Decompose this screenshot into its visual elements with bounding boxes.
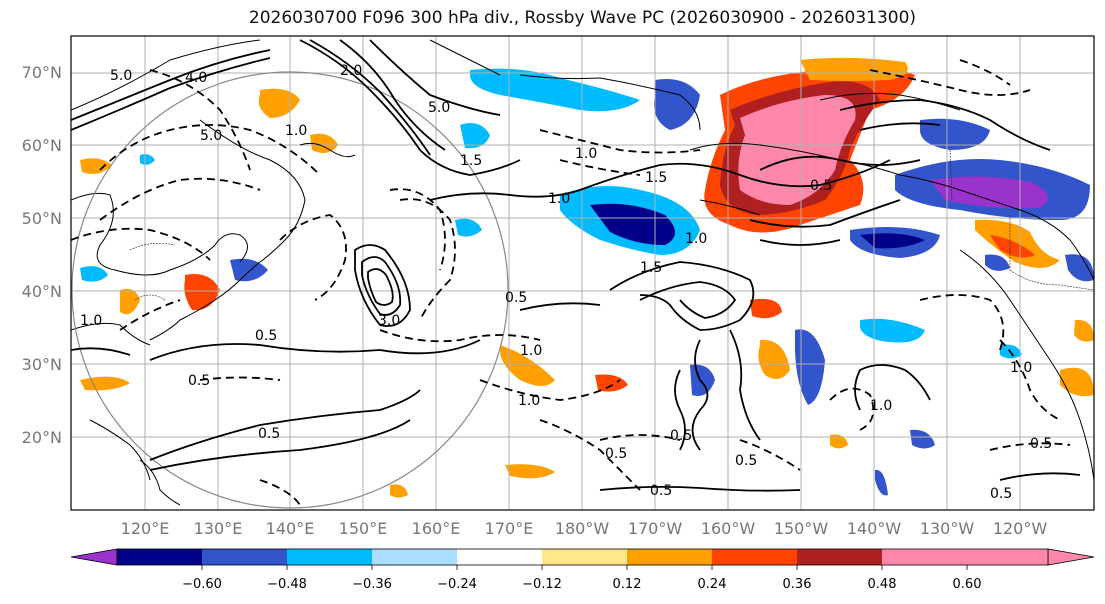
- contour-label: 0.5: [255, 328, 277, 344]
- colorbar-tick: −0.48: [267, 577, 307, 592]
- lon-label-170e: 170°E: [485, 519, 534, 538]
- plot-frame: [70, 35, 1095, 511]
- coastlines: [71, 39, 1094, 506]
- lat-label-40n: 40°N: [22, 282, 62, 301]
- colorbar: −0.60 −0.48 −0.36 −0.24 −0.12 0.12 0.24 …: [70, 548, 1095, 592]
- lon-label-170w: 170°W: [628, 519, 683, 538]
- lon-label-130e: 130°E: [194, 519, 243, 538]
- colorbar-frame: [116, 548, 1049, 566]
- lon-label-140w: 140°W: [847, 519, 902, 538]
- map-title: 2026030700 F096 300 hPa div., Rossby Wav…: [248, 8, 917, 28]
- colorbar-extend-high: [1047, 548, 1095, 566]
- contour-label: 0.5: [605, 446, 627, 462]
- colorbar-tick: 0.36: [783, 577, 812, 592]
- contour-label: 0.5: [1030, 436, 1052, 452]
- colorbar-swatch: [287, 549, 372, 565]
- contour-label: 1.0: [285, 123, 307, 139]
- borders: [129, 149, 1094, 301]
- colorbar-swatch: [202, 549, 287, 565]
- contour-label: 1.0: [80, 313, 102, 329]
- contour-label: 0.5: [735, 453, 757, 469]
- colorbar-swatch: [967, 549, 1048, 565]
- lon-label-120e: 120°E: [121, 519, 170, 538]
- contour-label: 5.0: [200, 128, 222, 144]
- divergence-shading: [80, 57, 1094, 498]
- colorbar-swatch: [117, 549, 202, 565]
- lat-label-30n: 30°N: [22, 355, 62, 374]
- colorbar-tick: −0.36: [352, 577, 392, 592]
- longitude-labels: 120°E 130°E 140°E 150°E 160°E 170°E 180°…: [121, 519, 1048, 538]
- colorbar-tick: 0.24: [698, 577, 727, 592]
- contour-label: 4.0: [185, 70, 207, 86]
- lat-label-60n: 60°N: [22, 136, 62, 155]
- contour-label: 5.0: [110, 68, 132, 84]
- colorbar-tick: −0.24: [437, 577, 477, 592]
- contour-labels: 5.0 4.0 2.0 1.0 5.0 1.5 1.0 0.5 1.0 1.5 …: [80, 63, 1052, 502]
- latitude-labels: 70°N 60°N 50°N 40°N 30°N 20°N: [22, 63, 62, 447]
- lat-label-20n: 20°N: [22, 428, 62, 447]
- lon-label-160w: 160°W: [701, 519, 756, 538]
- colorbar-swatch: [542, 549, 627, 565]
- colorbar-swatch: [882, 549, 967, 565]
- contour-label: 1.0: [685, 231, 707, 247]
- contour-label: 0.5: [188, 373, 210, 389]
- contour-label: 1.5: [640, 260, 662, 276]
- contour-label: 2.0: [340, 63, 362, 79]
- colorbar-swatch: [457, 549, 542, 565]
- contour-label: 0.5: [810, 178, 832, 194]
- colorbar-swatch: [712, 549, 797, 565]
- colorbar-extend-low: [70, 548, 118, 566]
- contour-label: 0.5: [505, 290, 527, 306]
- lon-label-120w: 120°W: [993, 519, 1048, 538]
- contour-label: 1.5: [460, 153, 482, 169]
- lat-label-50n: 50°N: [22, 209, 62, 228]
- rossby-wave-contours: [71, 39, 1081, 492]
- colorbar-tick: −0.12: [522, 577, 562, 592]
- colorbar-swatch: [797, 549, 882, 565]
- contour-label: 5.0: [428, 100, 450, 116]
- contour-label: 0.5: [990, 486, 1012, 502]
- contour-label: 1.0: [518, 393, 540, 409]
- contour-label: 1.0: [548, 191, 570, 207]
- colorbar-swatch: [372, 549, 457, 565]
- reference-circle: [71, 71, 509, 509]
- lon-label-180w: 180°W: [555, 519, 610, 538]
- lon-label-150e: 150°E: [339, 519, 388, 538]
- contour-label: 1.5: [645, 170, 667, 186]
- graticule: [71, 36, 1094, 510]
- lat-label-70n: 70°N: [22, 63, 62, 82]
- colorbar-tick: 0.48: [868, 577, 897, 592]
- lon-label-130w: 130°W: [920, 519, 975, 538]
- contour-label: 0.5: [258, 426, 280, 442]
- contour-label: 1.0: [1010, 360, 1032, 376]
- contour-label: 0.5: [650, 483, 672, 499]
- contour-label: 0.5: [670, 428, 692, 444]
- contour-label: 1.0: [520, 343, 542, 359]
- colorbar-tick: 0.12: [613, 577, 642, 592]
- lon-label-160e: 160°E: [412, 519, 461, 538]
- lon-label-150w: 150°W: [774, 519, 829, 538]
- colorbar-tick: −0.60: [182, 577, 222, 592]
- lon-label-140e: 140°E: [266, 519, 315, 538]
- contour-label: 1.0: [575, 146, 597, 162]
- rossby-wave-contours-negative: [71, 59, 1071, 506]
- contour-label: 1.0: [870, 398, 892, 414]
- contour-label: 3.0: [378, 313, 400, 329]
- colorbar-tick: 0.60: [953, 577, 982, 592]
- colorbar-swatch: [627, 549, 712, 565]
